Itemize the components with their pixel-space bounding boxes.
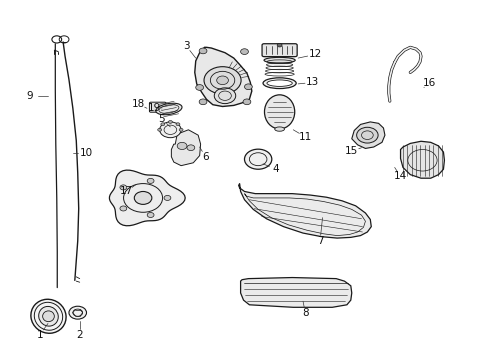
Circle shape (186, 145, 194, 150)
Text: 18: 18 (131, 99, 144, 109)
Circle shape (147, 178, 154, 183)
Circle shape (163, 195, 170, 201)
Circle shape (264, 44, 295, 67)
Polygon shape (240, 278, 351, 307)
Circle shape (176, 123, 180, 126)
Circle shape (199, 48, 206, 54)
Circle shape (244, 149, 271, 169)
Polygon shape (400, 141, 444, 178)
Text: 13: 13 (305, 77, 319, 87)
Ellipse shape (264, 95, 294, 129)
Text: 3: 3 (183, 41, 189, 50)
Circle shape (216, 76, 228, 85)
Circle shape (159, 122, 181, 138)
Text: 1: 1 (36, 330, 43, 340)
Text: 17: 17 (120, 186, 133, 197)
Polygon shape (238, 184, 370, 238)
Circle shape (120, 185, 126, 190)
Text: 9: 9 (26, 91, 33, 101)
Circle shape (240, 49, 248, 54)
Text: 4: 4 (272, 164, 279, 174)
Text: 7: 7 (316, 236, 323, 246)
Text: 14: 14 (393, 171, 407, 181)
Ellipse shape (39, 306, 58, 326)
Text: 8: 8 (302, 309, 308, 318)
Circle shape (356, 127, 377, 143)
Text: 15: 15 (345, 146, 358, 156)
Circle shape (277, 43, 282, 47)
Circle shape (147, 212, 154, 217)
Ellipse shape (156, 103, 182, 115)
Text: 2: 2 (76, 330, 83, 340)
Text: 19: 19 (147, 103, 161, 113)
Text: 12: 12 (308, 49, 321, 59)
Text: 10: 10 (80, 148, 92, 158)
Circle shape (199, 99, 206, 105)
Ellipse shape (42, 311, 54, 321)
Circle shape (243, 99, 250, 105)
Text: 11: 11 (298, 132, 311, 142)
Polygon shape (194, 47, 251, 107)
Polygon shape (109, 170, 185, 226)
Circle shape (179, 129, 183, 131)
Polygon shape (171, 130, 200, 166)
Circle shape (69, 306, 86, 319)
Circle shape (195, 85, 203, 90)
Circle shape (214, 88, 235, 104)
Circle shape (203, 67, 241, 94)
Polygon shape (351, 122, 384, 148)
Circle shape (158, 129, 161, 131)
Ellipse shape (264, 57, 295, 63)
FancyBboxPatch shape (149, 102, 165, 112)
Text: 16: 16 (422, 78, 435, 88)
Circle shape (168, 121, 172, 123)
Circle shape (177, 142, 186, 149)
Ellipse shape (31, 299, 66, 333)
Ellipse shape (266, 80, 292, 86)
FancyBboxPatch shape (262, 44, 297, 57)
Circle shape (120, 206, 126, 211)
Text: 6: 6 (202, 152, 208, 162)
Circle shape (244, 84, 252, 90)
Circle shape (134, 192, 152, 204)
Ellipse shape (263, 78, 296, 89)
Circle shape (161, 123, 164, 126)
Text: 5: 5 (158, 114, 164, 124)
Ellipse shape (274, 127, 284, 131)
